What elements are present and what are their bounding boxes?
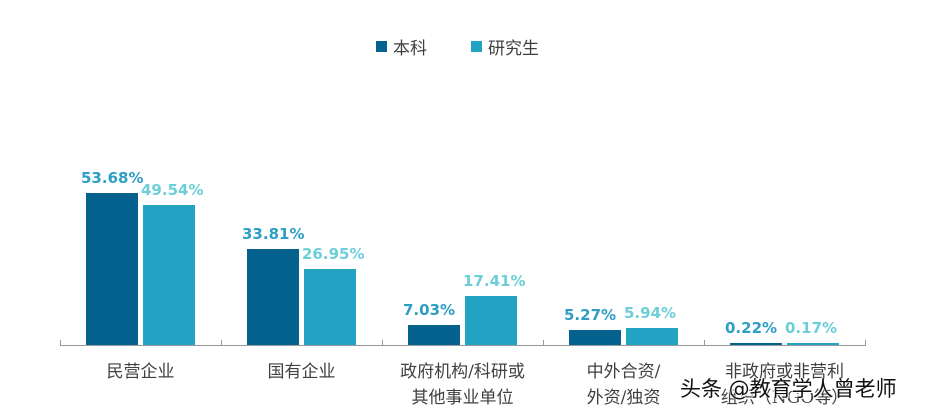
- x-axis-tick: [382, 340, 383, 346]
- watermark: 头条 @教育学人曾老师: [680, 377, 897, 401]
- bar-graduate: [626, 328, 678, 345]
- bar-undergrad: [569, 330, 621, 345]
- bar-undergrad: [730, 343, 782, 345]
- bar-undergrad: [247, 249, 299, 345]
- bar-graduate: [787, 343, 839, 345]
- data-label: 0.22%: [725, 319, 778, 337]
- legend-swatch-graduate: [471, 41, 482, 52]
- bar-graduate: [465, 295, 517, 345]
- data-label: 49.54%: [141, 180, 204, 199]
- data-label: 17.41%: [463, 271, 526, 290]
- x-axis-tick: [865, 340, 866, 346]
- bar-graduate: [143, 204, 195, 345]
- x-axis-tick: [221, 340, 222, 346]
- data-label: 7.03%: [403, 301, 456, 320]
- x-axis-tick: [543, 340, 544, 346]
- legend-swatch-undergrad: [376, 41, 387, 52]
- category-label: 非政府或非营利 组织（NGO等）: [720, 362, 849, 408]
- category-label: 民营企业: [106, 362, 175, 382]
- data-label: 53.68%: [81, 169, 144, 187]
- legend-label: 研究生: [488, 39, 539, 59]
- x-axis-tick: [704, 340, 705, 346]
- chart-legend: 本科 研究生: [376, 34, 583, 59]
- data-label: 5.94%: [624, 304, 677, 323]
- bar-undergrad: [86, 193, 138, 345]
- data-label: 26.95%: [302, 244, 365, 263]
- category-label: 国有企业: [267, 362, 336, 382]
- legend-item-graduate: 研究生: [471, 34, 539, 59]
- x-axis-tick: [60, 340, 61, 346]
- legend-item-undergrad: 本科: [376, 34, 427, 59]
- data-label: 33.81%: [242, 225, 305, 244]
- bar-graduate: [304, 268, 356, 345]
- data-label: 5.27%: [564, 306, 617, 325]
- x-axis: [60, 345, 865, 346]
- legend-label: 本科: [393, 39, 427, 59]
- bar-undergrad: [408, 325, 460, 345]
- category-label: 中外合资/ 外资/独资: [586, 362, 661, 408]
- bar-chart-plot: 53.68% 49.54% 民营企业 33.81% 26.95% 国有企业 7.03% 17.…: [60, 0, 870, 413]
- category-label: 政府机构/科研或 其他事业单位: [400, 362, 525, 408]
- data-label: 0.17%: [785, 319, 838, 337]
